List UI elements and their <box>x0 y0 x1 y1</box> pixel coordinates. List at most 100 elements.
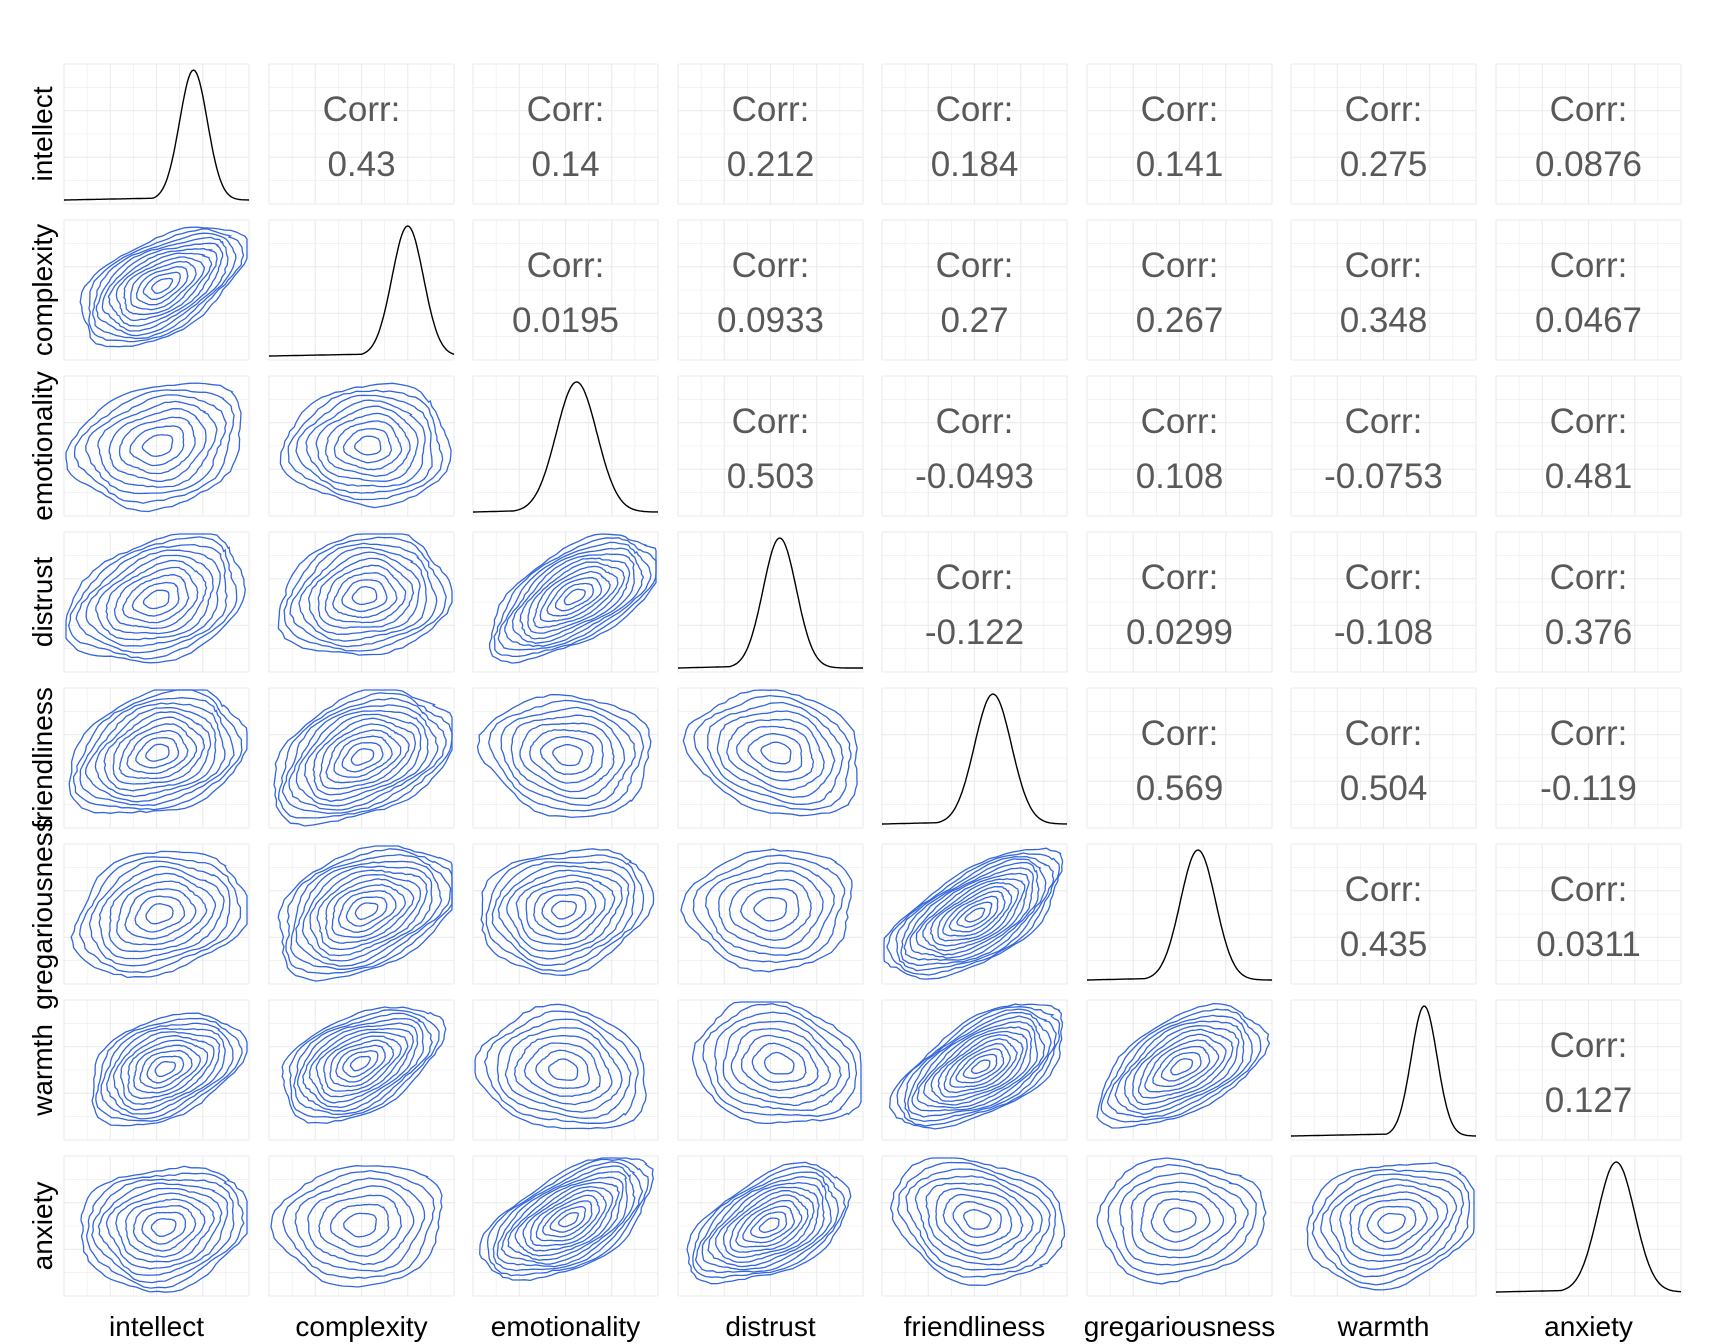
panel-friendliness-anxiety <box>1495 687 1682 829</box>
y-label-intellect: intellect <box>27 86 58 181</box>
corr-title-distrust-anxiety: Corr: <box>1550 558 1628 597</box>
panel-friendliness-emotionality <box>472 687 659 829</box>
x-label-friendliness: friendliness <box>904 1311 1046 1342</box>
corr-title-intellect-distrust: Corr: <box>732 90 810 129</box>
x-label-complexity: complexity <box>295 1311 427 1342</box>
corr-title-complexity-emotionality: Corr: <box>527 246 605 285</box>
contours-distrust-intellect <box>65 533 246 664</box>
panel-emotionality-emotionality <box>472 375 659 517</box>
panel-anxiety-gregariousness <box>1086 1155 1273 1297</box>
corr-value-distrust-warmth: -0.108 <box>1334 613 1433 652</box>
corr-value-complexity-friendliness: 0.27 <box>940 301 1008 340</box>
panel-friendliness-distrust <box>677 687 864 829</box>
panel-warmth-warmth <box>1290 999 1477 1141</box>
panel-anxiety-warmth <box>1290 1155 1477 1297</box>
contours-anxiety-emotionality <box>479 1157 654 1282</box>
contours-warmth-intellect <box>91 1012 248 1127</box>
panel-gregariousness-anxiety <box>1495 843 1682 985</box>
contours-gregariousness-emotionality <box>480 848 655 976</box>
x-label-anxiety: anxiety <box>1544 1311 1633 1342</box>
density-complexity <box>269 225 455 357</box>
contours-distrust-complexity <box>277 533 453 656</box>
panel-distrust-friendliness <box>881 531 1068 673</box>
panel-gregariousness-gregariousness <box>1086 843 1273 985</box>
corr-title-complexity-gregariousness: Corr: <box>1141 246 1219 285</box>
corr-value-distrust-anxiety: 0.376 <box>1545 613 1633 652</box>
y-label-anxiety: anxiety <box>27 1182 58 1271</box>
corr-title-distrust-warmth: Corr: <box>1345 558 1423 597</box>
corr-title-intellect-gregariousness: Corr: <box>1141 90 1219 129</box>
corr-value-intellect-gregariousness: 0.141 <box>1136 145 1224 184</box>
corr-title-friendliness-warmth: Corr: <box>1345 714 1423 753</box>
contours-warmth-friendliness <box>888 1003 1063 1130</box>
corr-value-complexity-warmth: 0.348 <box>1340 301 1428 340</box>
contours-anxiety-intellect <box>80 1165 248 1293</box>
corr-value-gregariousness-anxiety: 0.0311 <box>1536 925 1640 964</box>
corr-value-complexity-gregariousness: 0.267 <box>1136 301 1224 340</box>
density-intellect <box>64 69 250 201</box>
panel-warmth-anxiety <box>1495 999 1682 1141</box>
corr-title-warmth-anxiety: Corr: <box>1550 1026 1628 1065</box>
panel-intellect-complexity <box>268 63 455 205</box>
density-warmth <box>1291 1005 1477 1137</box>
x-label-emotionality: emotionality <box>491 1311 640 1342</box>
corr-title-intellect-friendliness: Corr: <box>936 90 1014 129</box>
contours-gregariousness-intellect <box>70 850 248 979</box>
contours-distrust-emotionality <box>488 533 657 664</box>
corr-value-complexity-distrust: 0.0933 <box>717 301 824 340</box>
panel-friendliness-friendliness <box>881 687 1068 829</box>
corr-value-emotionality-distrust: 0.503 <box>727 457 815 496</box>
corr-title-intellect-anxiety: Corr: <box>1550 90 1628 129</box>
x-label-warmth: warmth <box>1337 1311 1430 1342</box>
panel-distrust-warmth <box>1290 531 1477 673</box>
contours-anxiety-distrust <box>686 1161 852 1285</box>
x-label-gregariousness: gregariousness <box>1084 1311 1275 1342</box>
density-anxiety <box>1496 1161 1682 1293</box>
y-label-warmth: warmth <box>27 1024 58 1117</box>
contours-anxiety-warmth <box>1306 1162 1475 1291</box>
corr-value-intellect-emotionality: 0.14 <box>531 145 599 184</box>
corr-value-intellect-friendliness: 0.184 <box>931 145 1019 184</box>
corr-title-complexity-warmth: Corr: <box>1345 246 1423 285</box>
contours-warmth-gregariousness <box>1096 1002 1271 1129</box>
panel-intellect-friendliness <box>881 63 1068 205</box>
panel-friendliness-gregariousness <box>1086 687 1273 829</box>
panel-intellect-warmth <box>1290 63 1477 205</box>
corr-value-emotionality-friendliness: -0.0493 <box>915 457 1034 496</box>
panel-friendliness-warmth <box>1290 687 1477 829</box>
corr-value-intellect-complexity: 0.43 <box>327 145 395 184</box>
density-emotionality <box>473 381 659 513</box>
corr-title-distrust-gregariousness: Corr: <box>1141 558 1219 597</box>
panel-complexity-complexity <box>268 219 455 361</box>
corr-value-distrust-friendliness: -0.122 <box>925 613 1024 652</box>
panel-complexity-gregariousness <box>1086 219 1273 361</box>
corr-value-friendliness-gregariousness: 0.569 <box>1136 769 1224 808</box>
contours-complexity-intellect <box>79 226 248 348</box>
panel-emotionality-friendliness <box>881 375 1068 517</box>
y-label-friendliness: friendliness <box>27 687 58 829</box>
panel-emotionality-warmth <box>1290 375 1477 517</box>
panel-distrust-gregariousness <box>1086 531 1273 673</box>
corr-title-emotionality-warmth: Corr: <box>1345 402 1423 441</box>
contours-friendliness-intellect <box>68 689 248 814</box>
contours-anxiety-friendliness <box>889 1157 1066 1287</box>
y-label-gregariousness: gregariousness <box>27 818 58 1009</box>
panel-complexity-anxiety <box>1495 219 1682 361</box>
contours-gregariousness-friendliness <box>883 847 1064 980</box>
contours-friendliness-emotionality <box>476 693 652 819</box>
x-label-intellect: intellect <box>109 1311 204 1342</box>
corr-title-intellect-warmth: Corr: <box>1345 90 1423 129</box>
corr-value-intellect-anxiety: 0.0876 <box>1535 145 1642 184</box>
contours-warmth-complexity <box>281 1006 447 1124</box>
density-friendliness <box>882 693 1068 825</box>
contours-anxiety-gregariousness <box>1096 1157 1267 1285</box>
corr-title-emotionality-friendliness: Corr: <box>936 402 1014 441</box>
contours-gregariousness-distrust <box>680 848 853 973</box>
y-label-distrust: distrust <box>27 557 58 647</box>
panel-intellect-anxiety <box>1495 63 1682 205</box>
corr-value-intellect-warmth: 0.275 <box>1340 145 1428 184</box>
panel-distrust-distrust <box>677 531 864 673</box>
contours-friendliness-distrust <box>682 689 858 817</box>
corr-value-friendliness-anxiety: -0.119 <box>1540 769 1637 808</box>
panel-warmth-intellect <box>63 999 250 1141</box>
